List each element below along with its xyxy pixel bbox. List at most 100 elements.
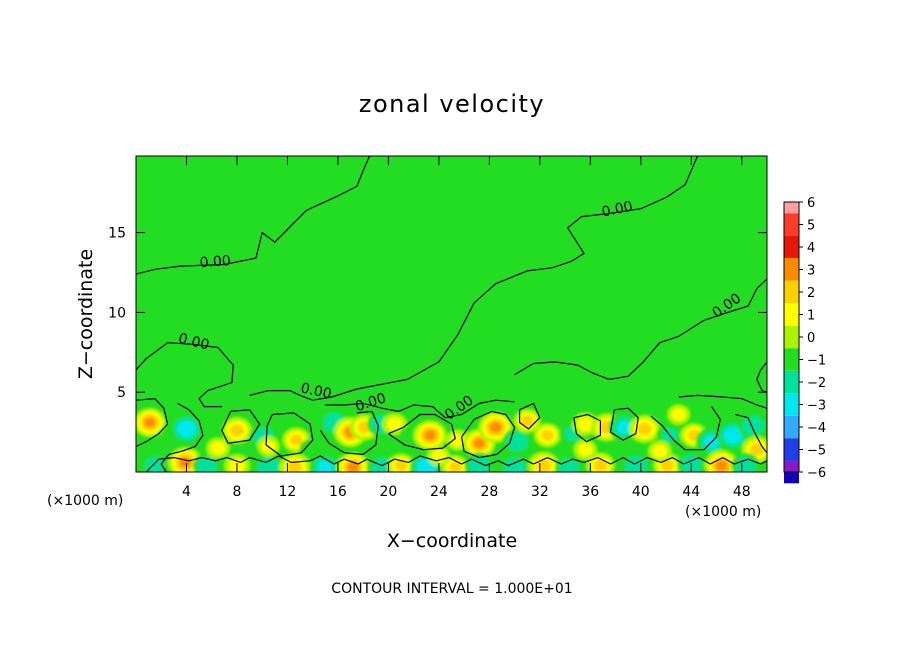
velocity-level: [261, 461, 276, 472]
plot-frame: [135, 155, 768, 473]
velocity-level: [593, 459, 608, 472]
colorbar-tick-label: 2: [807, 286, 815, 301]
velocity-level: [637, 422, 652, 436]
contour-line: [160, 402, 204, 472]
velocity-level: [577, 416, 594, 432]
x-tick-label: 48: [733, 484, 751, 500]
velocity-cell: [253, 454, 284, 472]
velocity-cell: [647, 440, 672, 463]
velocity-level: [727, 430, 739, 441]
contour-line: [609, 407, 639, 441]
contour-line: [735, 413, 767, 454]
colorbar-tick-label: −1: [807, 354, 826, 369]
velocity-cell: [279, 453, 311, 472]
x-tick-label: 44: [682, 484, 700, 500]
velocity-level: [739, 459, 752, 472]
colorbar-swatch: [784, 415, 799, 439]
colorbar-tick-label: −5: [807, 444, 826, 459]
colorbar-swatch: [784, 438, 799, 461]
velocity-level: [394, 460, 408, 472]
contour-label: 0.00: [299, 380, 333, 402]
velocity-cell: [667, 404, 691, 425]
x-tick-label: 4: [182, 484, 191, 500]
velocity-cell: [205, 437, 231, 459]
contour-label: 0.00: [177, 331, 211, 354]
x-tick-label: 36: [581, 484, 599, 500]
velocity-cell: [464, 452, 495, 472]
contour-label: 0.00: [199, 253, 231, 271]
velocity-level: [347, 461, 359, 472]
velocity-cell: [573, 439, 598, 461]
contour-line: [136, 398, 169, 448]
colorbar-swatch: [784, 303, 799, 326]
x-unit-right: (×1000 m): [685, 504, 761, 520]
velocity-level: [449, 461, 462, 472]
contour-line: [678, 394, 767, 409]
contour-line: [650, 406, 721, 451]
velocity-level: [144, 417, 156, 428]
contour-line: [265, 412, 314, 457]
colorbar-tick-label: −2: [807, 376, 826, 391]
contour-line: [388, 413, 456, 451]
velocity-cell: [499, 453, 530, 472]
y-tick-label: 10: [108, 305, 126, 321]
contour-line: [514, 278, 767, 380]
colorbar-swatch: [784, 202, 799, 214]
velocity-level: [180, 423, 193, 435]
contour-line: [221, 409, 261, 444]
velocity-level: [288, 460, 303, 472]
colorbar-tick-label: −3: [807, 399, 826, 414]
x-unit-left: (×1000 m): [47, 493, 123, 509]
velocity-cell: [527, 451, 560, 472]
contour-interval-footer: CONTOUR INTERVAL = 1.000E+01: [331, 581, 572, 597]
velocity-cell: [382, 412, 408, 436]
colorbar-swatch: [784, 393, 799, 416]
colorbar: 6 5 4 3 2 1 0 −1 −2 −3 −4 −5 −6: [783, 196, 826, 484]
y-tick-label: 5: [117, 385, 126, 401]
y-tick-label: 15: [108, 226, 126, 242]
colorbar-swatch: [784, 235, 799, 259]
contour-line: [319, 410, 379, 455]
velocity-level: [200, 460, 213, 472]
velocity-level: [148, 460, 162, 472]
chart-title: zonal velocity: [359, 90, 545, 118]
colorbar-swatch: [784, 348, 799, 371]
velocity-level: [661, 459, 674, 472]
colorbar-tick-label: 0: [807, 331, 815, 346]
velocity-cell: [620, 451, 652, 472]
velocity-cell: [221, 416, 253, 445]
colorbar-tick-label: 5: [807, 219, 815, 234]
contour-line: [518, 402, 541, 430]
velocity-level: [289, 434, 303, 446]
x-axis-label: X−coordinate: [387, 530, 517, 552]
x-tick-label: 28: [480, 484, 498, 500]
velocity-level: [230, 424, 244, 437]
velocity-level: [472, 459, 486, 472]
velocity-cell: [141, 453, 169, 472]
colorbar-swatch: [784, 325, 799, 349]
contour-line: [136, 156, 371, 275]
x-tick-label: 24: [430, 484, 448, 500]
velocity-cell: [387, 453, 415, 472]
velocity-level: [562, 461, 575, 472]
contour-line: [756, 361, 767, 393]
velocity-level: [521, 415, 534, 427]
velocity-level: [473, 438, 485, 449]
x-tick-label: 32: [531, 484, 549, 500]
contour-label: 0.00: [600, 198, 634, 220]
velocity-level: [652, 444, 668, 458]
velocity-cell: [738, 412, 767, 439]
velocity-level: [489, 421, 502, 433]
plot-area: 0.000.000.00 0.00 0.000.000.00: [135, 155, 768, 473]
contour-line: [145, 455, 767, 472]
contour-line: [461, 410, 516, 459]
contour-line: [249, 156, 699, 401]
x-tick-label: 12: [279, 484, 297, 500]
colorbar-tick-label: −6: [807, 466, 826, 481]
velocity-cell: [731, 452, 760, 472]
colorbar-tick-label: −4: [807, 421, 826, 436]
x-tick-label: 8: [232, 484, 241, 500]
velocity-level: [386, 417, 403, 432]
velocity-level: [318, 460, 333, 472]
